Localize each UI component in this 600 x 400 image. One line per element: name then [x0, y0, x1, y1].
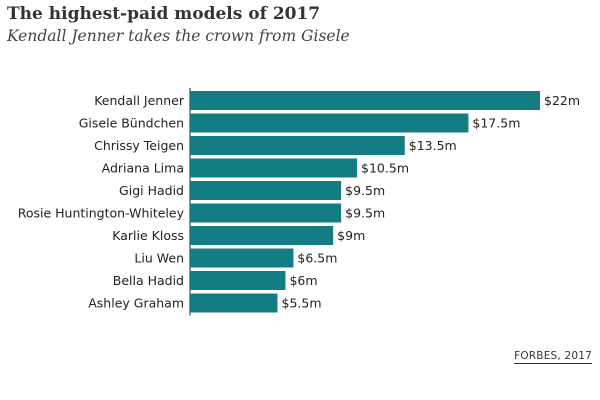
value-label: $6m [289, 273, 317, 288]
value-label: $22m [544, 93, 580, 108]
bar [190, 136, 405, 155]
bar [190, 91, 540, 110]
category-label: Kendall Jenner [94, 93, 185, 108]
bars-group: Kendall Jenner $22m Gisele Bündchen $17.5m C… [18, 91, 580, 313]
category-label: Adriana Lima [102, 161, 184, 176]
value-label: $9.5m [345, 183, 385, 198]
category-label: Rosie Huntington-Whiteley [18, 206, 185, 221]
category-label: Gigi Hadid [119, 183, 184, 198]
chart-subtitle: Kendall Jenner takes the crown from Gise… [7, 27, 350, 45]
value-label: $9m [337, 228, 365, 243]
bar [190, 226, 334, 245]
bar [190, 181, 342, 200]
value-label: $10.5m [361, 161, 409, 176]
bar [190, 113, 469, 133]
category-label: Liu Wen [134, 251, 184, 266]
bar [190, 271, 286, 290]
value-label: $6.5m [297, 251, 337, 266]
value-label: $9.5m [345, 206, 385, 221]
bar [190, 248, 294, 268]
source-credit: FORBES, 2017 [514, 350, 592, 364]
bar [190, 203, 342, 223]
category-label: Chrissy Teigen [94, 138, 184, 153]
value-label: $5.5m [282, 296, 322, 311]
bar [190, 293, 278, 313]
category-label: Ashley Graham [88, 296, 184, 311]
value-label: $17.5m [472, 116, 520, 131]
value-label: $13.5m [409, 138, 457, 153]
chart-title: The highest-paid models of 2017 [7, 4, 321, 24]
category-label: Karlie Kloss [112, 228, 184, 243]
category-label: Bella Hadid [113, 273, 184, 288]
category-label: Gisele Bündchen [79, 116, 184, 131]
bar [190, 158, 358, 178]
